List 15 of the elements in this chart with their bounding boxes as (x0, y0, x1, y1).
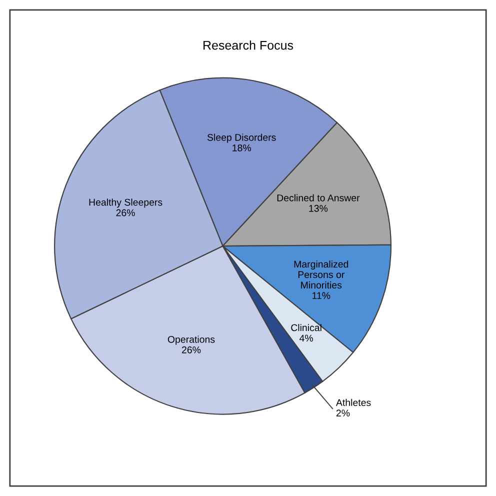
data-label: 13% (309, 204, 328, 212)
data-label: 4% (299, 334, 313, 342)
slice-label: Sleep Disorders (207, 134, 276, 143)
slice-label: Declined to Answer (277, 194, 360, 202)
chart-title: Research Focus (204, 40, 294, 50)
data-label: 18% (232, 144, 251, 152)
slice-label: Athletes (336, 398, 371, 406)
slice-label: Healthy Sleepers (89, 198, 162, 208)
slice-label: Marginalized Persons or Minorities (294, 260, 348, 289)
slice-label: Clinical (291, 324, 322, 332)
data-label: 26% (116, 209, 135, 216)
data-label: 26% (182, 346, 201, 354)
data-label: 11% (312, 292, 330, 299)
data-label: 2% (336, 410, 350, 416)
slice-label: Operations (168, 336, 215, 345)
